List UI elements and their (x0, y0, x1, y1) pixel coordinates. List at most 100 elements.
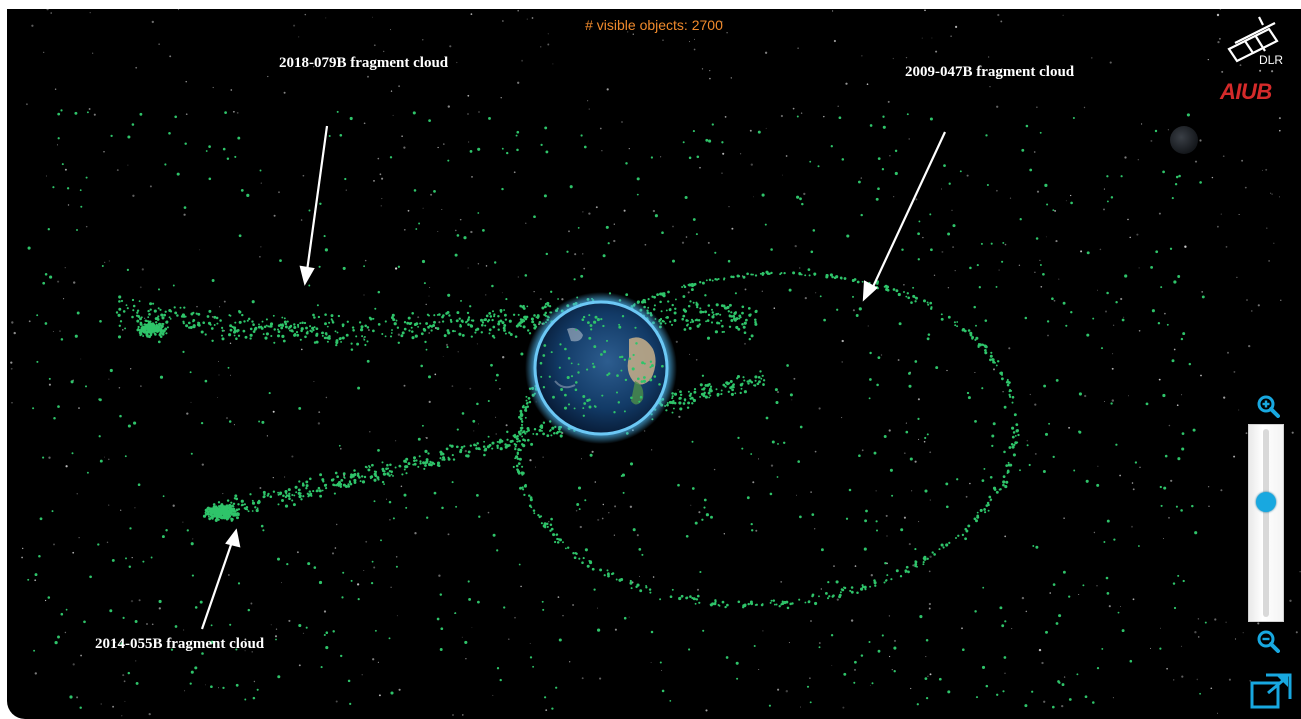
fragment-point (76, 229, 78, 231)
fragment-point (529, 656, 533, 659)
star (377, 661, 379, 663)
star (135, 660, 137, 662)
fragment-point (813, 272, 817, 276)
fragment-point (593, 320, 597, 324)
fragment-point (213, 324, 216, 326)
fragment-point (519, 325, 522, 328)
fragment-point (671, 401, 675, 405)
star (837, 105, 839, 108)
fragment-point (333, 484, 336, 487)
star (22, 547, 24, 550)
fragment-point (715, 303, 719, 307)
zoom-in-icon[interactable] (1256, 394, 1280, 418)
star (815, 292, 817, 294)
star (1196, 678, 1199, 681)
star (116, 169, 119, 172)
fragment-point (629, 462, 634, 466)
fragment-point (299, 338, 302, 341)
fragment-point (1032, 545, 1035, 547)
fragment-point (733, 317, 736, 321)
star (381, 198, 383, 200)
fragment-point (388, 500, 392, 504)
fragment-point (300, 327, 304, 331)
fragment-point (340, 340, 343, 343)
fragment-point (707, 313, 711, 317)
star (1093, 531, 1096, 534)
star (123, 680, 126, 683)
star (445, 343, 449, 347)
fragment-point (526, 305, 529, 308)
fragment-point (1044, 183, 1048, 187)
star (905, 56, 908, 59)
star (561, 298, 564, 301)
fragment-point (640, 380, 644, 383)
fragment-point (1003, 450, 1006, 454)
star (887, 100, 890, 103)
fragment-point (756, 382, 759, 386)
fragment-point (463, 445, 466, 448)
fragment-point (215, 511, 219, 515)
star (505, 424, 508, 427)
fragment-point (352, 329, 355, 332)
star (441, 209, 443, 210)
fragment-point (796, 115, 799, 118)
star (64, 267, 66, 269)
fragment-point (118, 295, 122, 299)
fragment-point (483, 453, 486, 457)
fragment-point (235, 683, 239, 687)
fragment-point (86, 471, 89, 474)
fragment-point (1021, 148, 1025, 152)
fragment-point (277, 557, 280, 561)
star (467, 267, 469, 269)
fragment-point (165, 528, 168, 532)
zoom-slider-handle[interactable] (1256, 492, 1276, 512)
fragment-point (935, 366, 939, 370)
star (1181, 675, 1184, 678)
fragment-point (496, 446, 499, 450)
fragment-point (1106, 592, 1110, 595)
fragment-point (685, 319, 689, 322)
fragment-point (285, 492, 288, 495)
star (854, 668, 856, 671)
star (272, 410, 275, 413)
star (196, 305, 198, 308)
fragment-point (259, 169, 262, 172)
fragment-point (883, 285, 886, 288)
fragment-point (798, 272, 802, 275)
fragment-point (1082, 584, 1085, 587)
fragment-point (975, 324, 977, 327)
fragment-point (229, 623, 232, 626)
fragment-point (543, 305, 547, 309)
zoom-out-icon[interactable] (1256, 629, 1280, 653)
orbit-scene[interactable] (7, 9, 1301, 719)
fragment-point (49, 275, 53, 279)
star (580, 458, 583, 460)
fragment-point (863, 585, 867, 589)
star (1268, 260, 1270, 262)
fragment-point (516, 148, 519, 152)
fragment-point (606, 572, 610, 576)
star (1166, 667, 1168, 670)
fullscreen-icon[interactable] (1250, 669, 1294, 709)
zoom-slider-track[interactable] (1248, 424, 1284, 622)
orbit-viewport[interactable]: # visible objects: 2700 2018-079B fragme… (7, 9, 1301, 719)
fragment-point (262, 333, 265, 336)
fragment-point (503, 313, 507, 317)
fragment-point (976, 511, 979, 514)
star (797, 47, 799, 49)
fragment-point (168, 308, 172, 313)
fragment-point (99, 319, 102, 323)
star (67, 204, 70, 206)
fragment-point (567, 357, 571, 360)
fragment-point (1106, 291, 1109, 295)
star (823, 115, 825, 118)
fragment-point (748, 337, 752, 341)
fragment-point (294, 485, 298, 489)
star (1034, 271, 1036, 274)
fragment-point (542, 354, 546, 357)
fragment-point (127, 135, 131, 139)
fragment-point (120, 299, 124, 303)
fragment-point (526, 329, 530, 332)
fragment-point (541, 306, 545, 310)
fragment-point (472, 419, 476, 423)
